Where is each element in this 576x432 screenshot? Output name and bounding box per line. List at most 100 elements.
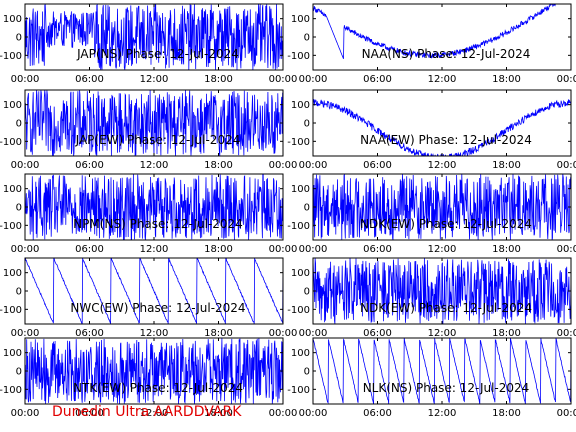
x-tick-label: 00:00 xyxy=(299,244,328,255)
phase-trace xyxy=(313,338,571,404)
x-tick-label: 12:00 xyxy=(140,408,169,419)
phase-panel: 100 0 -100 00:00 06:00 12:00 18:00 00:00 NAA(EW)… xyxy=(287,89,576,171)
x-tick-label: 06:00 xyxy=(363,328,392,339)
x-tick-label: 00:00 xyxy=(11,328,40,339)
x-tick-label: 00:00 xyxy=(11,74,40,85)
y-tick-label: 100 xyxy=(291,100,310,111)
phase-trace xyxy=(313,98,571,156)
phase-trace xyxy=(25,338,283,404)
y-tick-label: 0 xyxy=(16,33,22,44)
x-tick-label: 00:00 xyxy=(557,328,576,339)
x-tick-label: 00:00 xyxy=(299,408,328,419)
y-tick-label: -100 xyxy=(287,385,310,396)
y-tick-label: 100 xyxy=(291,348,310,359)
panel-title: NAA(EW) Phase: 12-Jul-2024 xyxy=(360,133,532,147)
x-tick-label: 06:00 xyxy=(363,160,392,171)
x-tick-label: 00:00 xyxy=(11,244,40,255)
panel-title: NPM(NS) Phase: 12-Jul-2024 xyxy=(73,217,243,231)
x-tick-label: 18:00 xyxy=(204,160,233,171)
x-tick-label: 00:00 xyxy=(269,160,298,171)
y-tick-label: 0 xyxy=(304,203,310,214)
x-tick-label: 06:00 xyxy=(75,74,104,85)
x-tick-label: 00:00 xyxy=(299,74,328,85)
x-tick-label: 12:00 xyxy=(140,74,169,85)
x-tick-label: 12:00 xyxy=(428,74,457,85)
phase-panel: 100 0 -100 00:00 06:00 12:00 18:00 00:00 NDK(EW)… xyxy=(287,173,576,255)
x-tick-label: 00:00 xyxy=(269,244,298,255)
panel-title: JAP(NS) Phase: 12-Jul-2024 xyxy=(76,47,239,61)
phase-panel: 100 0 -100 00:00 06:00 12:00 18:00 00:00 NAA(NS)… xyxy=(287,3,576,85)
x-tick-label: 00:00 xyxy=(269,408,298,419)
phase-panel: 100 0 -100 00:00 06:00 12:00 18:00 00:00 NTK(EW)… xyxy=(0,337,298,419)
x-tick-label: 00:00 xyxy=(11,408,40,419)
x-tick-label: 18:00 xyxy=(492,408,521,419)
y-tick-label: -100 xyxy=(0,137,22,148)
phase-panel: 100 0 -100 00:00 06:00 12:00 18:00 00:00 NWC(EW)… xyxy=(0,257,298,339)
phase-panel: 100 0 -100 00:00 06:00 12:00 18:00 00:00 JAP(EW)… xyxy=(0,89,298,171)
x-tick-label: 18:00 xyxy=(492,328,521,339)
panel-title: NTK(EW) Phase: 12-Jul-2024 xyxy=(73,381,243,395)
y-tick-label: 0 xyxy=(16,287,22,298)
x-tick-label: 00:00 xyxy=(299,160,328,171)
x-tick-label: 18:00 xyxy=(204,244,233,255)
phase-trace xyxy=(313,174,571,240)
x-tick-label: 06:00 xyxy=(75,328,104,339)
x-tick-label: 12:00 xyxy=(140,244,169,255)
x-tick-label: 18:00 xyxy=(204,408,233,419)
y-tick-label: -100 xyxy=(0,385,22,396)
x-tick-label: 00:00 xyxy=(269,328,298,339)
phase-trace xyxy=(313,4,571,59)
panel-title: NLK(NS) Phase: 12-Jul-2024 xyxy=(363,381,530,395)
x-tick-label: 06:00 xyxy=(75,244,104,255)
y-tick-label: -100 xyxy=(0,305,22,316)
x-tick-label: 12:00 xyxy=(140,160,169,171)
x-tick-label: 12:00 xyxy=(428,328,457,339)
phase-panel: 100 0 -100 00:00 06:00 12:00 18:00 00:00 NLK(NS)… xyxy=(287,337,576,419)
y-tick-label: 100 xyxy=(3,14,22,25)
y-tick-label: 0 xyxy=(304,33,310,44)
panel-title: NAA(NS) Phase: 12-Jul-2024 xyxy=(362,47,531,61)
x-tick-label: 06:00 xyxy=(75,160,104,171)
station-footer: Dunedin Ultra AARDDVARK xyxy=(52,404,242,420)
x-tick-label: 06:00 xyxy=(75,408,104,419)
y-tick-label: 100 xyxy=(3,184,22,195)
x-tick-label: 12:00 xyxy=(428,408,457,419)
y-tick-label: -100 xyxy=(0,221,22,232)
phase-panel: 100 0 -100 00:00 06:00 12:00 18:00 00:00 NPM(NS)… xyxy=(0,173,298,255)
panel-title: NDK(EW) Phase: 12-Jul-2024 xyxy=(360,301,532,315)
phase-trace xyxy=(25,258,283,324)
x-tick-label: 00:00 xyxy=(299,328,328,339)
y-tick-label: 100 xyxy=(291,184,310,195)
x-tick-label: 06:00 xyxy=(363,244,392,255)
x-tick-label: 12:00 xyxy=(428,160,457,171)
phase-panel: 100 0 -100 00:00 06:00 12:00 18:00 00:00 JAP(NS)… xyxy=(0,3,298,85)
x-tick-label: 06:00 xyxy=(363,74,392,85)
x-tick-label: 06:00 xyxy=(363,408,392,419)
panel-title: NDK(EW) Phase: 12-Jul-2024 xyxy=(360,217,532,231)
x-tick-label: 18:00 xyxy=(492,74,521,85)
y-tick-label: -100 xyxy=(0,51,22,62)
x-tick-label: 00:00 xyxy=(269,74,298,85)
y-tick-label: 0 xyxy=(304,119,310,130)
x-tick-label: 00:00 xyxy=(557,244,576,255)
panel-title: JAP(EW) Phase: 12-Jul-2024 xyxy=(75,133,241,147)
y-tick-label: 100 xyxy=(3,348,22,359)
panel-title: NWC(EW) Phase: 12-Jul-2024 xyxy=(70,301,245,315)
phase-panel: 100 0 -100 00:00 06:00 12:00 18:00 00:00 NDK(EW)… xyxy=(287,257,576,339)
y-tick-label: 0 xyxy=(304,287,310,298)
x-tick-label: 18:00 xyxy=(204,328,233,339)
y-tick-label: -100 xyxy=(287,137,310,148)
y-tick-label: 0 xyxy=(304,367,310,378)
y-tick-label: 0 xyxy=(16,203,22,214)
x-tick-label: 00:00 xyxy=(557,408,576,419)
x-tick-label: 00:00 xyxy=(11,160,40,171)
y-tick-label: 0 xyxy=(16,119,22,130)
x-tick-label: 18:00 xyxy=(204,74,233,85)
y-tick-label: 100 xyxy=(291,14,310,25)
x-tick-label: 18:00 xyxy=(492,244,521,255)
x-tick-label: 00:00 xyxy=(557,74,576,85)
phase-trace xyxy=(25,174,283,240)
y-tick-label: 100 xyxy=(3,268,22,279)
y-tick-label: -100 xyxy=(287,221,310,232)
